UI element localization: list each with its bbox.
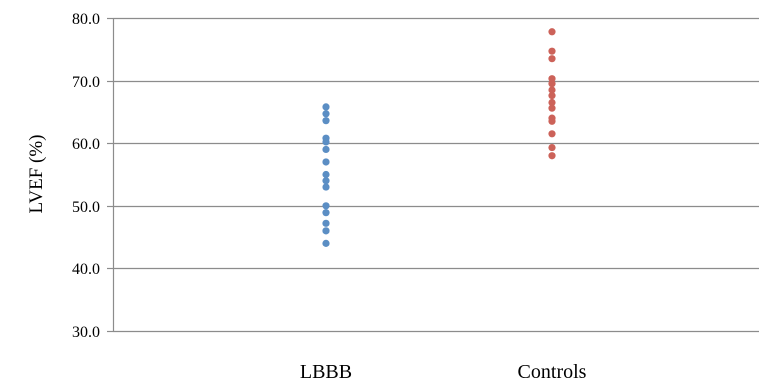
data-point-lbbb	[322, 103, 329, 110]
data-point-controls	[548, 28, 555, 35]
data-points	[322, 28, 555, 247]
data-point-lbbb	[322, 171, 329, 178]
data-point-controls	[548, 92, 555, 99]
axes	[107, 18, 114, 332]
data-point-lbbb	[322, 117, 329, 124]
data-point-controls	[548, 55, 555, 62]
y-axis-title: LVEF (%)	[26, 135, 47, 214]
data-point-lbbb	[322, 240, 329, 247]
data-point-controls	[548, 80, 555, 87]
data-point-lbbb	[322, 177, 329, 184]
y-tick-label: 40.0	[72, 261, 100, 278]
x-category-labels: LBBB Controls	[300, 361, 587, 383]
y-tick-label: 70.0	[72, 74, 100, 91]
y-tick-label: 80.0	[72, 11, 100, 28]
data-point-lbbb	[322, 110, 329, 117]
data-point-controls	[548, 130, 555, 137]
data-point-controls	[548, 152, 555, 159]
data-point-lbbb	[322, 202, 329, 209]
y-tick-label: 50.0	[72, 199, 100, 216]
data-point-controls	[548, 118, 555, 125]
y-tick-label: 30.0	[72, 324, 100, 341]
data-point-lbbb	[322, 158, 329, 165]
y-tick-label: 60.0	[72, 136, 100, 153]
y-tick-labels: 30.0 40.0 50.0 60.0 70.0 80.0	[72, 11, 100, 341]
data-point-controls	[548, 105, 555, 112]
x-category-label: LBBB	[300, 361, 352, 383]
data-point-lbbb	[322, 209, 329, 216]
data-point-lbbb	[322, 183, 329, 190]
data-point-lbbb	[322, 220, 329, 227]
data-point-lbbb	[322, 146, 329, 153]
x-category-label: Controls	[518, 361, 587, 383]
data-point-controls	[548, 48, 555, 55]
data-point-lbbb	[322, 227, 329, 234]
data-point-controls	[548, 144, 555, 151]
gridlines	[113, 19, 759, 332]
data-point-lbbb	[322, 138, 329, 145]
